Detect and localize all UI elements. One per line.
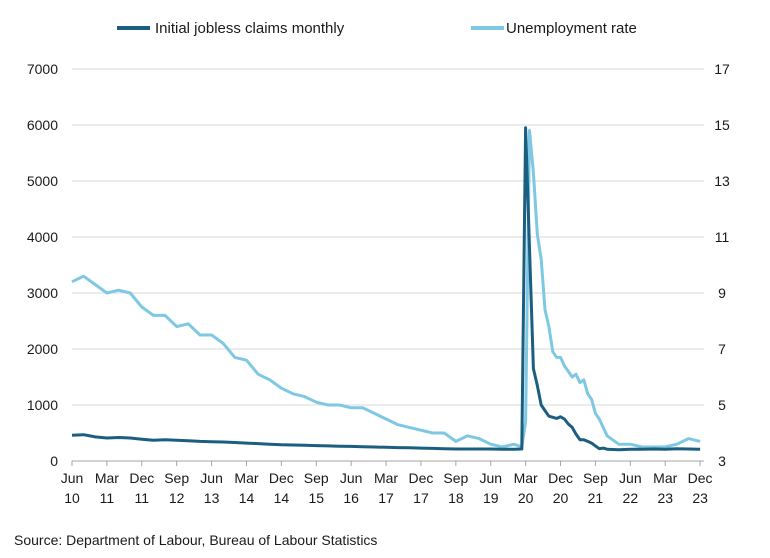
x-tick-label-year: 15	[308, 490, 324, 506]
legend-label-unemployment: Unemployment rate	[506, 20, 637, 37]
x-tick-label-month: Dec	[269, 470, 294, 486]
y-left-tick-label: 3000	[27, 285, 58, 301]
x-tick-label-year: 22	[623, 490, 639, 506]
x-tick-label-month: Jun	[340, 470, 363, 486]
x-tick-label-year: 23	[657, 490, 673, 506]
x-tick-label-year: 18	[448, 490, 464, 506]
x-tick-label-year: 17	[378, 490, 394, 506]
y-right-tick-label: 13	[714, 173, 730, 189]
x-tick-label-month: Jun	[200, 470, 223, 486]
y-left-tick-label: 4000	[27, 229, 58, 245]
x-tick-label-year: 12	[169, 490, 185, 506]
gridlines	[72, 68, 704, 406]
x-tick-label-year: 10	[64, 490, 80, 506]
x-tick-label-month: Jun	[61, 470, 84, 486]
x-tick-label-year: 20	[518, 490, 534, 506]
y-right-tick-label: 9	[718, 285, 726, 301]
legend-label-claims: Initial jobless claims monthly	[155, 20, 345, 37]
x-tick-label-month: Dec	[688, 470, 713, 486]
x-tick-label-year: 16	[343, 490, 359, 506]
x-tick-label-year: 19	[483, 490, 499, 506]
y-left-tick-label: 1000	[27, 397, 58, 413]
x-tick-label-year: 23	[692, 490, 708, 506]
x-tick-label-month: Dec	[129, 470, 154, 486]
x-tick-label-year: 11	[135, 490, 150, 506]
x-tick-label-year: 17	[413, 490, 429, 506]
x-tick-label-month: Jun	[479, 470, 502, 486]
y-left-tick-label: 7000	[27, 61, 58, 77]
y-right-tick-label: 15	[714, 117, 730, 133]
y-left-tick-label: 0	[50, 453, 58, 469]
x-tick-label-month: Mar	[234, 470, 258, 486]
series-lines	[71, 126, 701, 452]
y-left-tick-label: 6000	[27, 117, 58, 133]
chart: 0 1000 2000 3000 4000 5000 6000 7000 3 5 7 9 11 13 15…	[27, 20, 730, 506]
legend: Initial jobless claims monthly Unemploym…	[117, 20, 637, 37]
y-axis-left: 0 1000 2000 3000 4000 5000 6000 7000	[27, 61, 58, 469]
series-line-jobless-claims	[71, 126, 701, 452]
x-tick-label-year: 20	[553, 490, 569, 506]
x-tick-label-month: Mar	[95, 470, 119, 486]
x-tick-label-month: Mar	[653, 470, 677, 486]
x-tick-label-year: 14	[274, 490, 290, 506]
x-tick-label-month: Sep	[164, 470, 189, 486]
x-tick-label-month: Dec	[548, 470, 573, 486]
x-tick-label-year: 11	[100, 490, 115, 506]
y-axis-right: 3 5 7 9 11 13 15 17	[714, 61, 730, 469]
y-left-tick-label: 5000	[27, 173, 58, 189]
y-right-tick-label: 7	[718, 341, 726, 357]
x-tick-label-month: Sep	[583, 470, 608, 486]
y-right-tick-label: 17	[714, 61, 730, 77]
x-tick-label-year: 21	[588, 490, 604, 506]
source-note: Source: Department of Labour, Bureau of …	[14, 532, 378, 548]
x-tick-label-month: Sep	[304, 470, 329, 486]
x-tick-label-month: Mar	[514, 470, 538, 486]
y-right-tick-label: 3	[718, 453, 726, 469]
x-axis: Jun 10 Mar 11 Dec 11 Sep 12 Jun 13 Mar 14 Dec 14 Sep 15…	[61, 460, 713, 506]
x-tick-label-year: 13	[204, 490, 220, 506]
x-tick-label-month: Jun	[619, 470, 642, 486]
x-tick-label-month: Sep	[443, 470, 468, 486]
y-right-tick-label: 5	[718, 397, 726, 413]
x-tick-label-year: 14	[239, 490, 255, 506]
series-line-unemployment-rate	[71, 129, 701, 449]
x-tick-label-month: Mar	[374, 470, 398, 486]
y-left-tick-label: 2000	[27, 341, 58, 357]
x-tick-label-month: Dec	[409, 470, 434, 486]
y-right-tick-label: 11	[715, 229, 730, 245]
